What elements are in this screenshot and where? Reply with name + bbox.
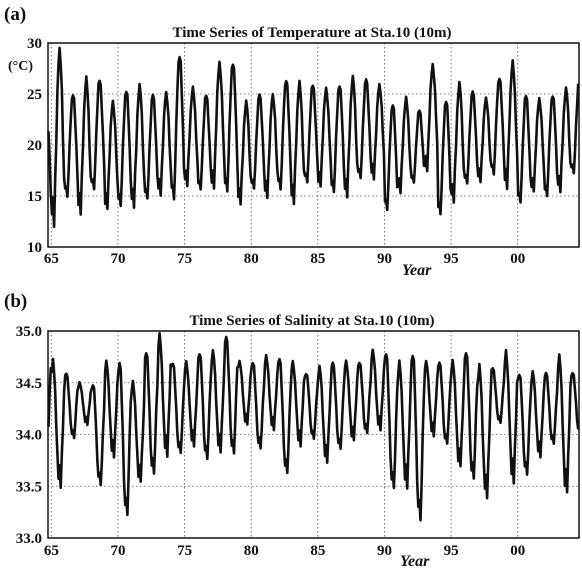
salinity-panel: (b) Time Series of Salinity at Sta.10 (1…: [4, 291, 580, 569]
temperature-x-tick-label: 80: [244, 251, 259, 267]
temperature-series-line: [47, 46, 580, 229]
salinity-x-tick-label: 75: [177, 543, 192, 559]
temperature-x-tick-label: 95: [444, 251, 459, 267]
temperature-y-tick-label: 10: [27, 240, 42, 256]
salinity-series: [47, 331, 580, 522]
temperature-x-tick-label: 70: [110, 251, 125, 267]
temperature-x-axis-label: Year: [402, 262, 432, 279]
salinity-x-tick-label: 85: [310, 543, 325, 559]
temperature-series: [47, 46, 580, 229]
salinity-y-tick-label: 34.5: [16, 376, 42, 392]
temperature-y-tick-label: 30: [27, 36, 42, 52]
temperature-y-tick-label: 20: [27, 138, 42, 154]
salinity-x-tick-label: 95: [444, 543, 459, 559]
panel-a-label: (a): [4, 4, 26, 25]
salinity-y-tick-label: 33.5: [16, 479, 42, 495]
salinity-y-tick-label: 33.0: [16, 531, 42, 547]
temperature-y-tick-label: 15: [27, 189, 42, 205]
salinity-x-axis-label: Year: [400, 553, 430, 569]
temperature-panel: (a) Time Series of Temperature at Sta.10…: [4, 4, 580, 279]
temperature-x-tick-label: 85: [310, 251, 325, 267]
salinity-tick-labels: 65 70 75 80 85 90 95 00 33.0 33.5 34.0 34.5 35.0: [16, 324, 525, 559]
temperature-y-tick-label: 25: [27, 87, 42, 103]
panel-b-label: (b): [4, 291, 27, 312]
temperature-x-tick-label: 75: [177, 251, 192, 267]
salinity-x-tick-label: 00: [510, 543, 525, 559]
salinity-x-tick-label: 70: [110, 543, 125, 559]
salinity-series-line: [47, 331, 580, 522]
salinity-x-tick-label: 80: [244, 543, 259, 559]
salinity-x-tick-label: 90: [377, 543, 392, 559]
temperature-chart-title: Time Series of Temperature at Sta.10 (10…: [173, 25, 452, 41]
salinity-x-tick-label: 65: [44, 543, 59, 559]
temperature-grid: [48, 42, 579, 248]
temperature-tick-labels: 65 70 75 80 85 90 95 00 10 15 20 25 30: [27, 36, 525, 267]
temperature-x-tick-label: 65: [44, 251, 59, 267]
salinity-y-tick-label: 35.0: [16, 324, 42, 340]
salinity-y-tick-label: 34.0: [16, 428, 42, 444]
temperature-y-unit: (°C): [8, 59, 33, 74]
salinity-plot-frame: [47, 330, 580, 539]
temperature-x-tick-label: 00: [510, 251, 525, 267]
salinity-chart-title: Time Series of Salinity at Sta.10 (10m): [189, 313, 434, 329]
temperature-x-tick-label: 90: [377, 251, 392, 267]
